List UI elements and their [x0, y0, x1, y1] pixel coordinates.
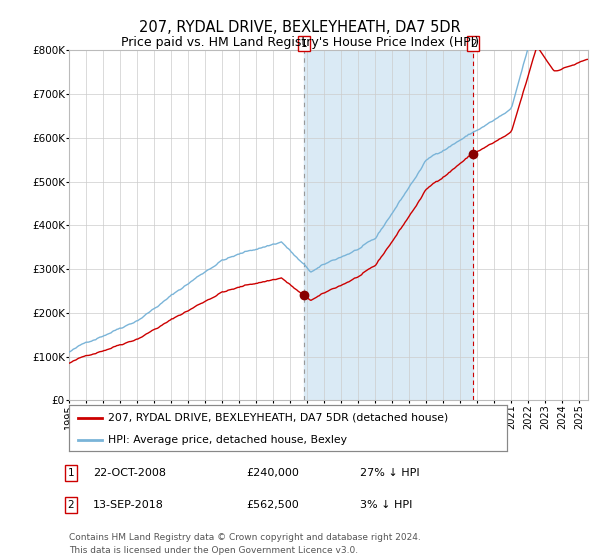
Text: 13-SEP-2018: 13-SEP-2018: [93, 500, 164, 510]
Text: 3% ↓ HPI: 3% ↓ HPI: [360, 500, 412, 510]
Text: 207, RYDAL DRIVE, BEXLEYHEATH, DA7 5DR (detached house): 207, RYDAL DRIVE, BEXLEYHEATH, DA7 5DR (…: [107, 413, 448, 423]
Text: 1: 1: [301, 39, 307, 49]
Text: 1: 1: [67, 468, 74, 478]
Text: Contains HM Land Registry data © Crown copyright and database right 2024.: Contains HM Land Registry data © Crown c…: [69, 533, 421, 542]
Text: £562,500: £562,500: [246, 500, 299, 510]
Text: £240,000: £240,000: [246, 468, 299, 478]
Text: 2: 2: [67, 500, 74, 510]
Text: 207, RYDAL DRIVE, BEXLEYHEATH, DA7 5DR: 207, RYDAL DRIVE, BEXLEYHEATH, DA7 5DR: [139, 20, 461, 35]
Text: 27% ↓ HPI: 27% ↓ HPI: [360, 468, 419, 478]
Text: HPI: Average price, detached house, Bexley: HPI: Average price, detached house, Bexl…: [107, 435, 347, 445]
Text: 22-OCT-2008: 22-OCT-2008: [93, 468, 166, 478]
Text: 2: 2: [470, 39, 476, 49]
Text: This data is licensed under the Open Government Licence v3.0.: This data is licensed under the Open Gov…: [69, 546, 358, 555]
Text: Price paid vs. HM Land Registry's House Price Index (HPI): Price paid vs. HM Land Registry's House …: [121, 36, 479, 49]
